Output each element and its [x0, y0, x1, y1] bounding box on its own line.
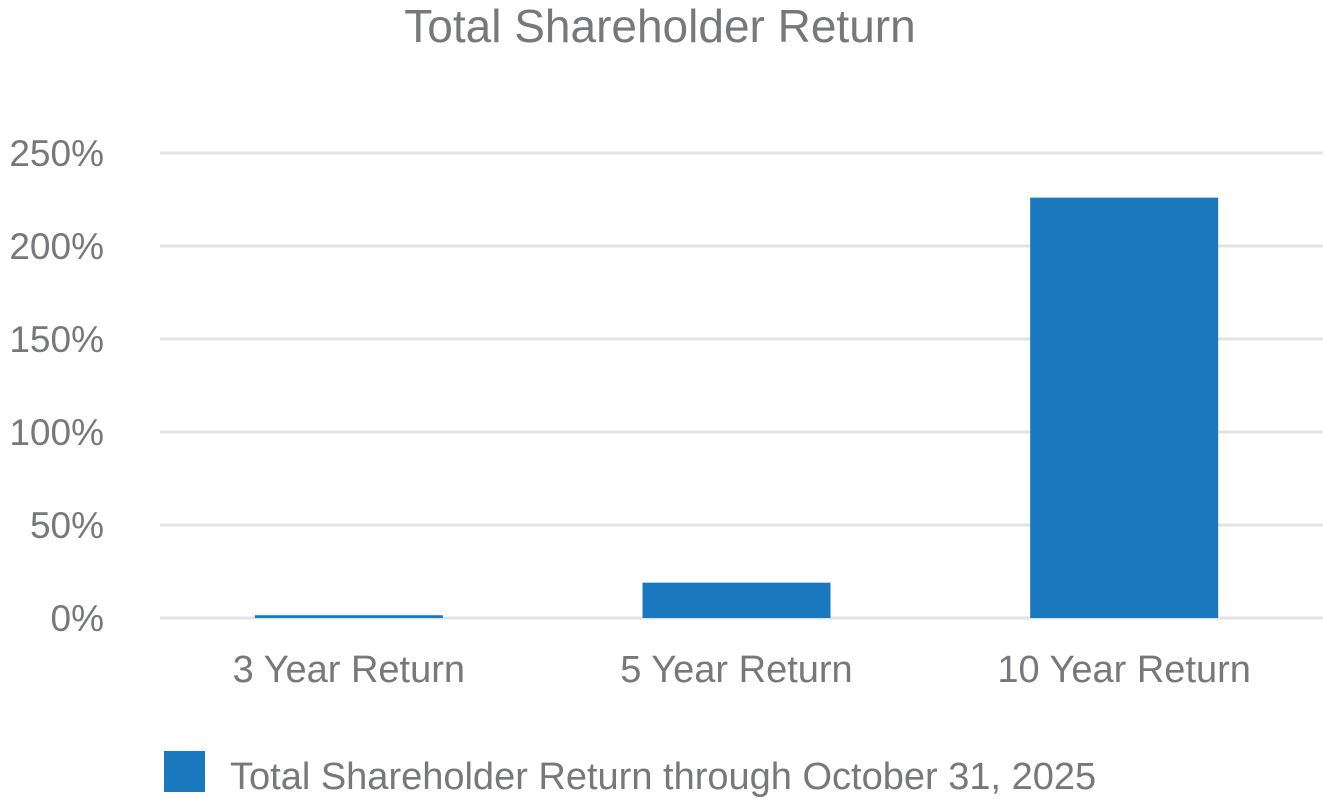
y-tick-label: 150%: [9, 319, 104, 360]
y-tick-label: 200%: [9, 226, 104, 267]
y-tick-label: 250%: [9, 133, 104, 174]
y-tick-label: 50%: [30, 505, 104, 546]
y-tick-label: 100%: [9, 412, 104, 453]
bars: [254, 197, 1219, 618]
x-axis-category-labels: 3 Year Return 5 Year Return 10 Year Return: [233, 649, 1251, 691]
y-tick-label: 0%: [51, 598, 104, 639]
chart-title: Total Shareholder Return: [404, 0, 915, 52]
legend-swatch: [164, 751, 205, 792]
x-category-label: 10 Year Return: [997, 649, 1251, 691]
y-axis-tick-labels: 0% 50% 100% 150% 200% 250%: [9, 133, 104, 639]
x-category-label: 5 Year Return: [620, 649, 852, 691]
bar-2: [642, 582, 831, 618]
bar-1: [254, 615, 443, 618]
legend: Total Shareholder Return through October…: [164, 751, 1096, 798]
x-category-label: 3 Year Return: [233, 649, 465, 691]
bar-3: [1030, 197, 1219, 618]
legend-label: Total Shareholder Return through October…: [230, 756, 1096, 798]
